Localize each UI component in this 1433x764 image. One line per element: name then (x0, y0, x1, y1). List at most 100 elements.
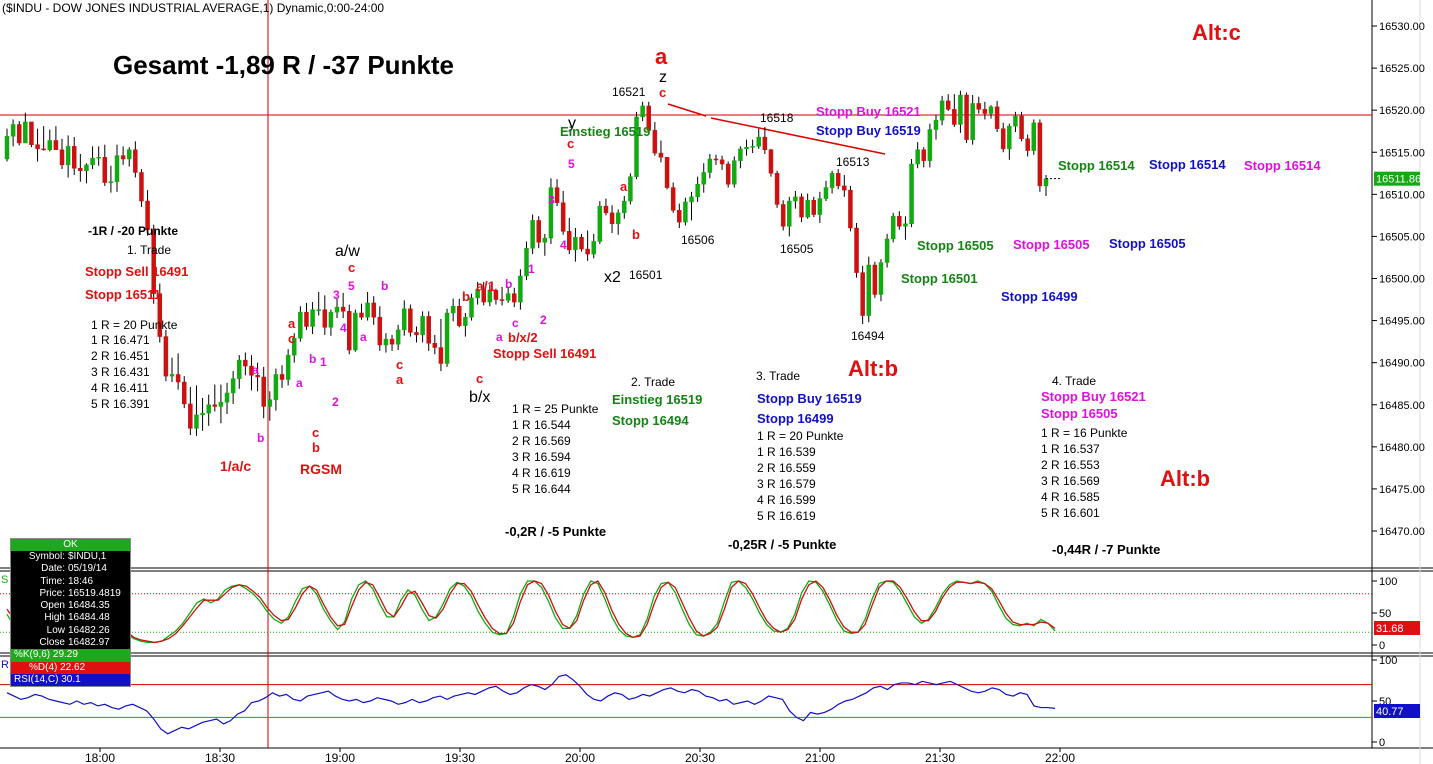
candle-body (872, 264, 878, 295)
annotation-label: Stopp 16505 (1041, 406, 1118, 421)
data-window: OK Symbol: $INDU,1 Date: 05/19/14 Time: 18:… (10, 538, 131, 688)
annotation-label: 1 R 16.544 (512, 418, 571, 432)
annotation-label: b (632, 227, 640, 242)
annotation-label: -1R / -20 Punkte (88, 224, 178, 238)
candle-body (261, 376, 266, 407)
candle-body (725, 163, 731, 185)
rsi-series-line (6, 674, 1056, 735)
annotation-label: 2. Trade (631, 375, 675, 389)
annotation-label: 4 R 16.411 (91, 381, 149, 395)
candle-body (41, 148, 46, 151)
annotation-label: a (396, 372, 404, 387)
annotation-label: 3 (333, 288, 340, 302)
annotation-label: Stopp Sell 16491 (493, 346, 596, 361)
candle-body (279, 374, 285, 380)
candle-body (120, 155, 126, 160)
annotation-label: b (257, 431, 264, 445)
candle-body (444, 312, 450, 364)
y-tick-label: 16520.00 (1379, 105, 1425, 117)
annotation-label: 16505 (780, 242, 814, 256)
candle-body (322, 309, 328, 328)
candle-body (976, 103, 982, 110)
last-price-box (1374, 171, 1420, 186)
annotation-label: c (476, 371, 483, 386)
candle-body (108, 181, 114, 183)
data-row: Price: 16519.4819 (39, 587, 121, 599)
candle-body (304, 311, 309, 327)
candle-body (750, 146, 755, 148)
candle-body (310, 309, 315, 327)
candle-body (230, 378, 236, 394)
candle-body (939, 100, 945, 121)
candle-body (701, 172, 706, 185)
candle-body (78, 167, 83, 172)
candle-body (634, 116, 639, 177)
y-tick-label: 16530.00 (1379, 21, 1425, 33)
annotation-label: 3 R 16.569 (1041, 474, 1100, 488)
annotation-label: 4 (560, 238, 567, 252)
candle-body (371, 302, 376, 318)
annotation-label: RGSM (300, 461, 342, 477)
candle-body (353, 312, 358, 351)
price-candles (4, 90, 1060, 436)
annotation-label: 2 R 16.559 (757, 461, 816, 475)
candle-body (518, 275, 523, 303)
annotation-label: Einstieg 16519 (612, 392, 702, 407)
annotation-label: c (659, 85, 666, 100)
data-row: Open 16484.35 (40, 600, 110, 612)
candle-body (206, 404, 211, 414)
y-tick-label: 16500.00 (1379, 274, 1425, 286)
candle-body (799, 196, 804, 218)
candle-body (102, 157, 108, 183)
candle-body (10, 124, 16, 137)
annotation-label: 2 R 16.553 (1041, 458, 1100, 472)
annotation-label: 16494 (851, 329, 885, 343)
candle-body (890, 215, 896, 240)
annotation-label: 3 R 16.579 (757, 477, 816, 491)
annotation-label: Stopp 16505 (917, 238, 994, 253)
trendline (667, 103, 886, 155)
annotation-label: 16506 (681, 233, 715, 247)
candle-body (334, 306, 340, 313)
x-tick-label: 19:30 (445, 751, 475, 764)
annotation-label: Stopp 16514 (1244, 158, 1321, 173)
x-tick-label: 18:00 (85, 751, 115, 764)
candle-body (475, 289, 480, 299)
candle-body (848, 189, 853, 229)
annotation-label: 1 R = 16 Punkte (1041, 426, 1128, 440)
annotation-label: b (312, 440, 320, 455)
candle-body (65, 146, 71, 166)
candle-body (1019, 115, 1024, 140)
candle-body (426, 316, 431, 344)
candle-body (71, 146, 77, 169)
candle-body (670, 187, 676, 211)
candle-body (163, 336, 169, 377)
annotation-label: a (496, 330, 503, 344)
stoch-last-label: 31.68 (1376, 623, 1404, 635)
last-price-marker: 16511.86 (1374, 171, 1421, 186)
stoch-last-box (1374, 621, 1420, 635)
y-tick-label: 16515.00 (1379, 147, 1425, 159)
candle-body (194, 414, 199, 429)
candle-body (181, 381, 187, 405)
annotation-label: Stopp 16494 (612, 413, 689, 428)
candle-body (236, 359, 242, 379)
candle-body (224, 392, 230, 403)
candle-body (90, 157, 95, 166)
candle-body (328, 311, 334, 328)
candle-body (884, 238, 890, 263)
candle-body (780, 204, 786, 227)
annotation-label: 1 R 16.471 (91, 333, 150, 347)
annotation-label: a (288, 316, 296, 331)
candle-body (505, 293, 511, 301)
candle-body (560, 202, 566, 232)
candle-body (945, 100, 951, 110)
candle-body (615, 212, 621, 225)
time-axis: 18:00 18:30 19:00 19:30 20:00 20:30 21:00 21:30… (85, 748, 1075, 764)
candle-body (609, 212, 615, 225)
candle-body (255, 375, 260, 378)
candle-body (151, 229, 156, 294)
annotation-label: 3. Trade (756, 369, 800, 383)
